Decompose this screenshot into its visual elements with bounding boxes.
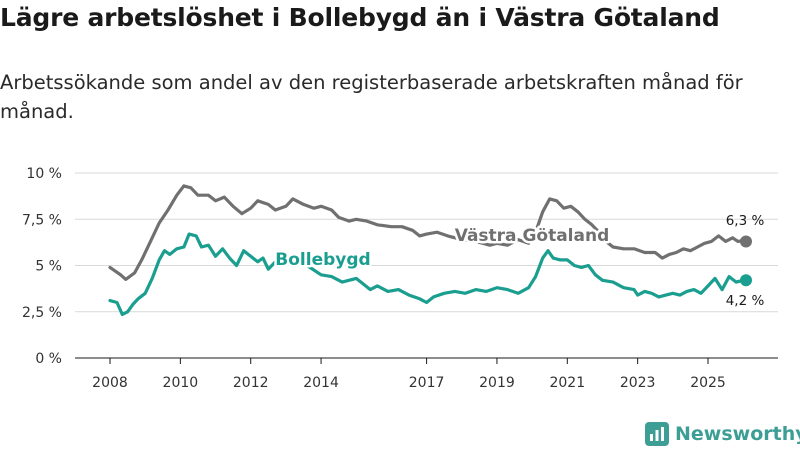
y-tick-label: 10 %: [26, 166, 62, 182]
series-label-bollebygd: Bollebygd: [275, 250, 370, 270]
x-tick-label: 2017: [409, 375, 445, 391]
end-value-label: 6,3 %: [726, 213, 765, 229]
end-value-label: 4,2 %: [726, 293, 765, 309]
x-tick-label: 2025: [690, 375, 726, 391]
brand-name: Newsworthy: [675, 423, 800, 445]
series-label-v-stra-g-taland: Västra Götaland: [455, 226, 610, 246]
y-tick-label: 2,5 %: [22, 305, 62, 321]
series-line-bollebygd: [108, 232, 748, 317]
chart-subtitle: Arbetssökande som andel av den registerb…: [0, 71, 743, 123]
x-tick-label: 2014: [303, 375, 339, 391]
chart-title: Lägre arbetslöshet i Bollebygd än i Väst…: [0, 3, 720, 32]
series-line-v-stra-g-taland: [108, 184, 748, 281]
y-tick-label: 7,5 %: [22, 212, 62, 228]
end-point-v-stra-g-taland: [740, 235, 752, 248]
x-tick-label: 2010: [163, 375, 199, 391]
x-tick-label: 2023: [620, 375, 656, 391]
x-tick-label: 2019: [479, 375, 515, 391]
newsworthy-brand[interactable]: Newsworthy: [645, 421, 800, 447]
bar-chart-icon: [645, 422, 669, 446]
end-point-bollebygd: [740, 274, 752, 287]
y-tick-label: 0 %: [35, 351, 62, 367]
x-tick-label: 2012: [233, 375, 269, 391]
y-tick-label: 5 %: [35, 259, 62, 275]
x-tick-label: 2008: [92, 375, 128, 391]
x-tick-label: 2021: [549, 375, 585, 391]
